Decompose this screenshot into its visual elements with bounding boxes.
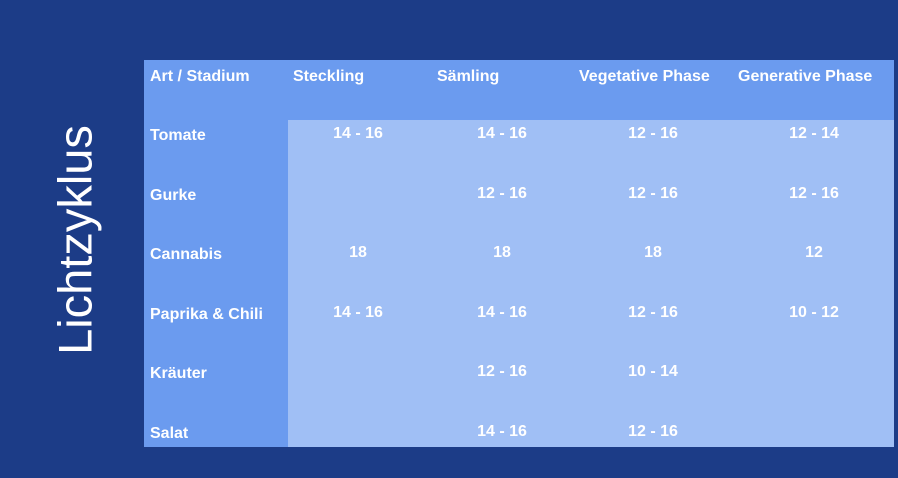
table-cell: 18 [644, 244, 662, 261]
table-cell: 12 - 16 [628, 184, 678, 202]
column-header: Generative Phase [738, 68, 873, 85]
table-cell: 14 - 16 [477, 303, 527, 321]
column-header: Steckling [293, 68, 365, 85]
table-cell: 12 - 16 [477, 363, 527, 380]
table-cell: 18 [349, 244, 367, 261]
table-cell: 12 - 16 [789, 184, 839, 202]
table-cell: 12 - 16 [628, 422, 678, 440]
table-cell: 12 - 14 [789, 125, 839, 142]
vertical-title: Lichtzyklus [48, 125, 102, 355]
row-label: Paprika & Chili [150, 305, 263, 323]
row-label: Tomate [150, 127, 206, 144]
light-cycle-table: Art / Stadium Steckling Sämling Vegetative … [144, 60, 894, 447]
table-cell: 12 - 16 [628, 125, 678, 142]
table-cell: 10 - 12 [789, 303, 839, 321]
table-cell: 10 - 14 [628, 363, 678, 380]
column-header: Vegetative Phase [579, 68, 710, 85]
column-header: Sämling [437, 68, 500, 85]
row-label: Cannabis [150, 246, 223, 263]
table-cell: 12 - 16 [477, 184, 527, 202]
table-cell: 14 - 16 [477, 125, 527, 142]
row-label: Kräuter [150, 365, 207, 382]
table-cell: 14 - 16 [333, 303, 383, 321]
table-body-background [288, 120, 894, 447]
column-header: Art / Stadium [150, 68, 250, 85]
table-cell: 14 - 16 [477, 422, 527, 440]
table-cell: 12 - 16 [628, 303, 678, 321]
table-cell: 12 [805, 244, 823, 261]
table-cell: 14 - 16 [333, 125, 383, 142]
table-cell: 18 [493, 244, 511, 261]
row-label: Gurke [150, 186, 197, 204]
row-label: Salat [150, 424, 189, 442]
